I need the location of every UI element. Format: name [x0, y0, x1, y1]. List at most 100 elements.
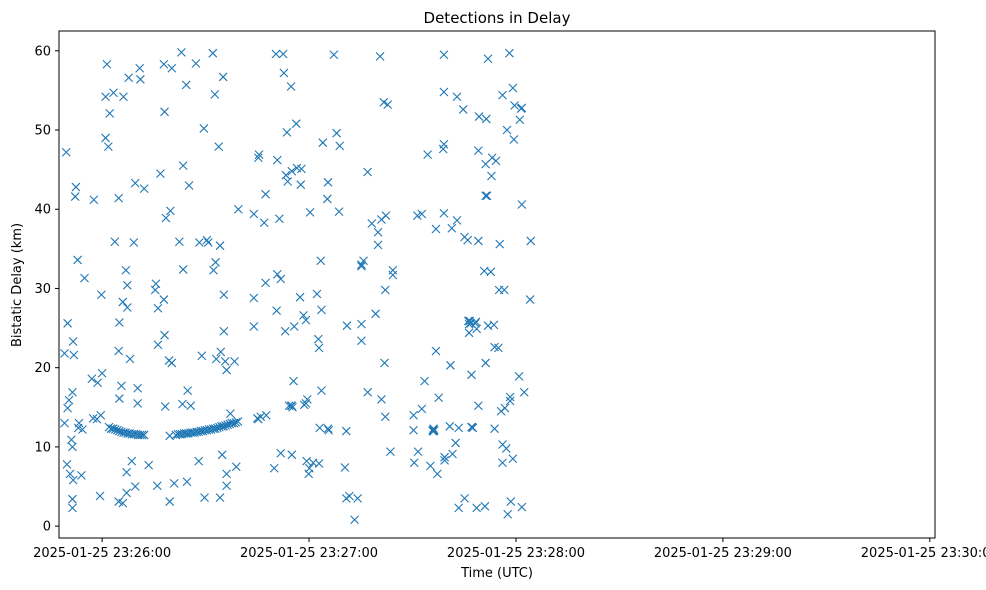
data-point [505, 48, 514, 58]
data-point [498, 458, 507, 468]
y-axis-title: Bistatic Delay (km) [10, 223, 25, 347]
data-point [121, 265, 131, 275]
data-point [439, 139, 449, 149]
data-point [167, 63, 177, 73]
data-point [133, 430, 143, 440]
data-point [80, 273, 89, 283]
data-point [495, 239, 505, 249]
data-point [490, 424, 499, 434]
data-point [439, 87, 449, 97]
data-point [373, 227, 383, 237]
data-point [452, 92, 462, 102]
data-point [342, 321, 352, 331]
data-point [122, 467, 131, 477]
data-point [482, 191, 492, 201]
data-point [102, 59, 112, 69]
data-point [161, 213, 171, 223]
data-point [417, 209, 427, 219]
data-point [110, 237, 120, 247]
data-point [340, 463, 350, 472]
data-point [114, 346, 124, 356]
data-point [460, 494, 469, 503]
data-point [186, 401, 196, 411]
data-point [272, 155, 282, 165]
data-point [103, 142, 113, 152]
data-point [152, 481, 162, 491]
data-point [487, 171, 496, 181]
data-point [493, 343, 503, 353]
data-point [78, 425, 87, 434]
data-point [279, 68, 289, 78]
data-point [114, 193, 124, 203]
data-point [174, 237, 184, 247]
data-point [486, 267, 496, 277]
data-point [314, 459, 324, 468]
data-point [473, 236, 483, 246]
x-tick-label: 2025-01-25 23:27:00 [240, 546, 378, 561]
data-point [276, 274, 286, 284]
data-point [297, 164, 306, 174]
data-point [379, 97, 389, 107]
data-point [60, 349, 69, 358]
data-point [135, 63, 145, 73]
data-point [276, 448, 286, 458]
data-point [282, 128, 292, 137]
data-point [214, 142, 224, 152]
data-point [432, 469, 442, 479]
data-point [440, 455, 449, 465]
data-point [129, 238, 139, 247]
x-tick-label: 2025-01-25 23:29:00 [654, 546, 792, 561]
data-points [60, 48, 536, 525]
data-point [210, 89, 220, 99]
data-point [334, 207, 344, 217]
data-point [383, 100, 393, 110]
data-point [312, 289, 322, 299]
data-point [118, 498, 128, 508]
data-point [373, 240, 383, 250]
data-point [322, 194, 332, 204]
data-point [211, 257, 220, 267]
data-point [302, 456, 312, 466]
data-point [109, 88, 118, 98]
data-point [295, 292, 305, 302]
data-point [220, 356, 230, 366]
data-point [156, 169, 165, 178]
data-point [448, 449, 457, 459]
data-point [452, 215, 462, 225]
data-point [491, 156, 501, 166]
data-point [178, 265, 188, 274]
y-axis: 0 10 20 30 40 50 60 [34, 44, 59, 535]
data-point [304, 463, 314, 473]
data-point [64, 395, 74, 405]
data-point [114, 394, 124, 403]
data-point [431, 224, 441, 234]
data-point [160, 402, 170, 411]
data-point [508, 454, 518, 464]
data-point [519, 387, 529, 397]
data-point [289, 376, 298, 386]
data-point [324, 425, 334, 435]
data-point [217, 450, 227, 460]
data-point [218, 72, 228, 82]
data-point [526, 236, 536, 246]
data-point [226, 409, 235, 419]
data-point [89, 195, 99, 205]
data-point [101, 133, 110, 143]
data-point [517, 103, 527, 113]
data-point [249, 293, 259, 303]
data-point [97, 290, 106, 300]
data-point [470, 318, 480, 328]
data-point [316, 256, 326, 266]
plot-area-frame [58, 30, 936, 539]
data-point [280, 326, 290, 336]
data-point [431, 346, 441, 356]
data-point [454, 423, 464, 433]
data-point [515, 115, 525, 125]
data-point [386, 447, 395, 457]
data-point [353, 494, 363, 503]
data-point [222, 365, 232, 375]
data-point [380, 412, 390, 422]
data-point [357, 319, 366, 329]
data-point [272, 306, 282, 316]
